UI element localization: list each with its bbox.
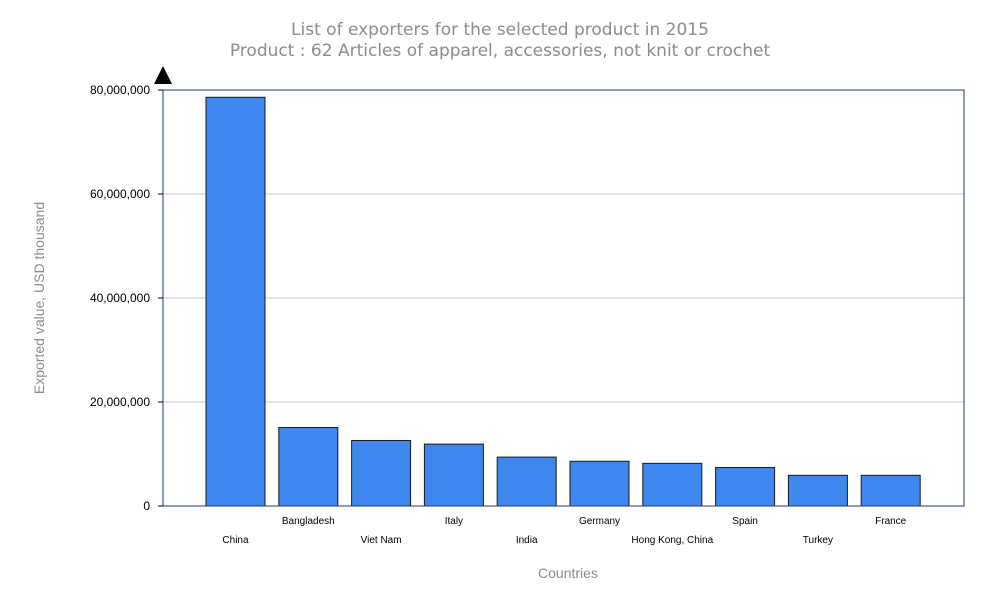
- x-tick-label: Hong Kong, China: [631, 535, 713, 546]
- x-tick-label: Germany: [579, 516, 620, 527]
- bar-hong-kong-china[interactable]: [642, 462, 703, 507]
- bar-germany[interactable]: [569, 460, 630, 507]
- bar-china[interactable]: [205, 96, 266, 507]
- bar-france[interactable]: [860, 474, 921, 507]
- triangle-up-arrow-icon: [154, 66, 172, 84]
- x-tick-label: Bangladesh: [282, 516, 335, 527]
- bar-italy[interactable]: [423, 443, 484, 507]
- y-tick-label: 80,000,000: [90, 83, 150, 97]
- x-tick-label: Spain: [732, 516, 758, 527]
- x-tick-label: Italy: [445, 516, 463, 527]
- y-tick-labels: 0 20,000,000 40,000,000 60,000,000 80,000,00…: [90, 83, 163, 513]
- gridlines: [163, 193, 964, 403]
- bar-spain[interactable]: [715, 467, 776, 507]
- x-tick-label: Turkey: [803, 535, 833, 546]
- y-tick-label: 0: [143, 499, 150, 513]
- x-tick-label: France: [875, 516, 907, 527]
- chart-title: List of exporters for the selected produ…: [291, 20, 709, 40]
- x-tick-label: Viet Nam: [361, 535, 402, 546]
- y-axis-title: Exported value, USD thousand: [31, 202, 47, 394]
- chart-subtitle: Product : 62 Articles of apparel, access…: [230, 41, 771, 61]
- x-tick-labels: China Bangladesh Viet Nam Italy India Germany…: [222, 516, 906, 546]
- bar-bangladesh[interactable]: [278, 426, 339, 507]
- bar-turkey[interactable]: [787, 474, 848, 507]
- y-tick-label: 40,000,000: [90, 291, 150, 305]
- y-tick-label: 20,000,000: [90, 395, 150, 409]
- bar-india[interactable]: [496, 456, 557, 507]
- bars: [205, 96, 921, 507]
- bar-viet-nam[interactable]: [351, 439, 412, 507]
- x-tick-label: India: [516, 535, 538, 546]
- x-tick-label: China: [222, 535, 249, 546]
- x-axis-title: Countries: [538, 565, 598, 581]
- y-tick-label: 60,000,000: [90, 187, 150, 201]
